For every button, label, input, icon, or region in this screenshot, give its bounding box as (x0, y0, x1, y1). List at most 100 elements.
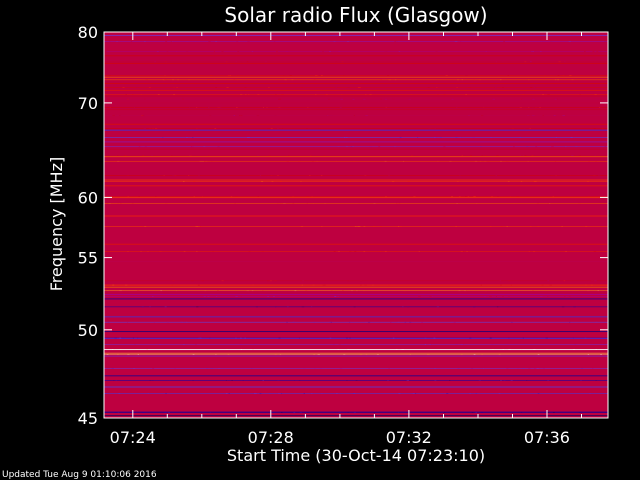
texture-line (104, 62, 608, 64)
noise-speckle (594, 155, 596, 156)
noise-speckle (359, 280, 362, 282)
noise-speckle (274, 115, 277, 116)
noise-speckle (245, 94, 247, 95)
noise-speckle (520, 106, 522, 108)
noise-speckle (219, 106, 222, 108)
noise-speckle (481, 115, 484, 116)
noise-speckle (468, 51, 470, 52)
noise-speckle (195, 98, 197, 100)
noise-speckle (244, 87, 247, 88)
noise-speckle (235, 337, 237, 339)
noise-speckle (338, 51, 341, 52)
noise-speckle (581, 368, 584, 369)
noise-speckle (398, 393, 401, 394)
noise-speckle (358, 226, 361, 227)
noise-speckle (465, 290, 467, 292)
noise-speckle (196, 306, 199, 308)
frequency-band (104, 98, 608, 100)
noise-speckle (387, 380, 390, 381)
noise-speckle (288, 137, 290, 138)
texture-line (104, 386, 608, 388)
noise-speckle (155, 196, 157, 197)
noise-speckle (212, 251, 214, 252)
noise-speckle (541, 284, 544, 286)
frequency-band (104, 115, 608, 116)
noise-speckle (200, 337, 202, 339)
noise-speckle (453, 321, 456, 323)
frequency-band (104, 296, 608, 297)
noise-speckle (495, 296, 497, 297)
texture-line (104, 89, 608, 91)
frequency-band (104, 61, 608, 63)
texture-line (104, 185, 608, 187)
noise-speckle (561, 226, 563, 227)
noise-speckle (185, 51, 189, 52)
noise-speckle (363, 251, 366, 252)
texture-line (104, 293, 608, 295)
noise-speckle (464, 290, 466, 292)
noise-speckle (355, 380, 358, 381)
noise-speckle (233, 79, 236, 81)
noise-speckle (312, 202, 315, 204)
noise-speckle (552, 412, 555, 413)
noise-speckle (109, 106, 111, 108)
noise-speckle (578, 412, 582, 413)
noise-speckle (152, 368, 155, 369)
noise-speckle (197, 284, 200, 286)
noise-speckle (134, 344, 136, 345)
noise-speckle (313, 354, 316, 355)
noise-speckle (497, 196, 499, 197)
noise-speckle (188, 175, 190, 176)
noise-speckle (350, 146, 353, 148)
noise-speckle (344, 175, 348, 176)
noise-speckle (318, 128, 321, 129)
noise-speckle (294, 290, 297, 292)
noise-speckle (595, 160, 597, 162)
noise-speckle (500, 284, 502, 286)
noise-speckle (528, 368, 531, 369)
noise-speckle (365, 354, 368, 355)
noise-speckle (584, 51, 586, 52)
noise-speckle (112, 284, 115, 286)
noise-speckle (443, 94, 446, 95)
noise-speckle (312, 284, 315, 286)
noise-speckle (359, 354, 363, 355)
noise-speckle (259, 175, 262, 176)
noise-speckle (434, 368, 437, 369)
noise-speckle (324, 202, 327, 204)
noise-speckle (467, 115, 470, 116)
texture-line (104, 102, 608, 104)
noise-speckle (326, 115, 329, 116)
noise-speckle (239, 115, 241, 116)
noise-speckle (345, 337, 349, 339)
noise-speckle (154, 61, 156, 63)
noise-speckle (502, 61, 504, 63)
noise-speckle (283, 202, 286, 204)
noise-speckle (175, 290, 177, 292)
noise-speckle (281, 94, 284, 95)
noise-speckle (355, 290, 359, 292)
noise-speckle (532, 181, 535, 182)
frequency-band (104, 181, 608, 182)
noise-speckle (138, 146, 141, 148)
noise-speckle (550, 41, 554, 42)
noise-speckle (470, 280, 473, 282)
frequency-band (104, 137, 608, 138)
noise-speckle (457, 368, 460, 369)
noise-speckle (575, 146, 578, 148)
noise-speckle (148, 87, 151, 88)
noise-speckle (135, 106, 137, 108)
noise-speckle (398, 202, 401, 204)
noise-speckle (600, 98, 603, 100)
noise-speckle (121, 337, 125, 339)
noise-speckle (551, 146, 554, 148)
noise-speckle (169, 380, 171, 381)
noise-speckle (336, 393, 338, 394)
noise-speckle (215, 354, 217, 355)
texture-line (104, 141, 608, 143)
noise-speckle (531, 155, 534, 156)
noise-speckle (104, 296, 106, 297)
x-tick-label: 07:32 (386, 428, 432, 447)
noise-speckle (247, 41, 250, 42)
noise-speckle (216, 296, 218, 297)
